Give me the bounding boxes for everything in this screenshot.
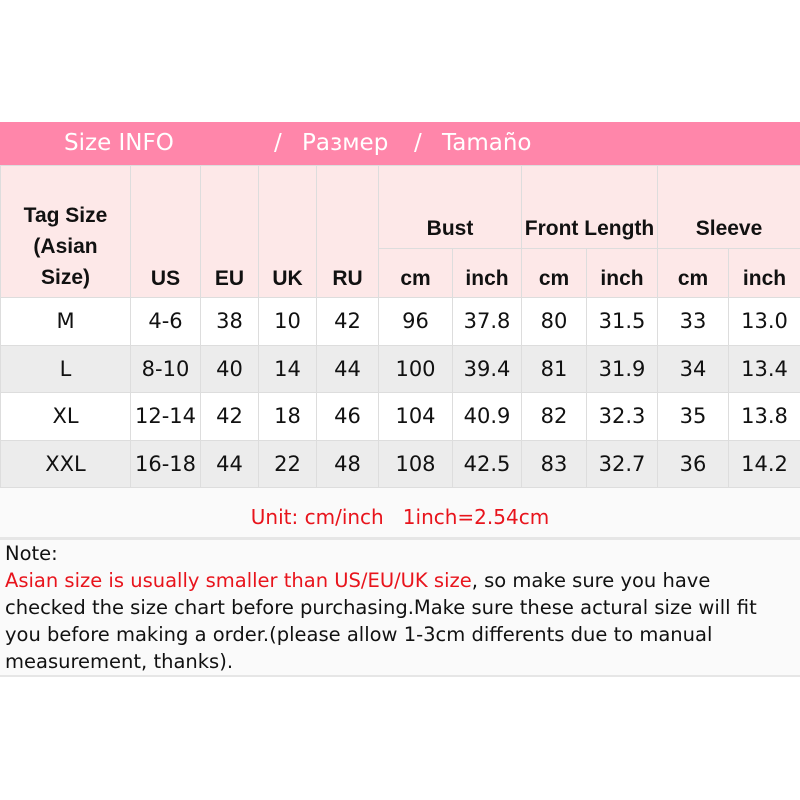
table-cell: 100 xyxy=(378,344,453,393)
table-cell: 31.9 xyxy=(586,344,659,393)
table-cell: 96 xyxy=(378,297,453,346)
table-row: XXL 16-18 44 22 48 108 42.5 83 32.7 36 14.2 xyxy=(0,439,800,488)
header-tag-size: Tag Size (Asian Size) xyxy=(0,165,131,298)
table-cell: 32.7 xyxy=(586,439,659,488)
header-inch: inch xyxy=(728,248,800,298)
header-eu: EU xyxy=(200,165,259,298)
table-cell: 81 xyxy=(521,344,588,393)
table-cell: 31.5 xyxy=(586,297,659,346)
table-cell: 14.2 xyxy=(728,439,800,488)
table-cell: 4-6 xyxy=(130,297,201,346)
header-ru: RU xyxy=(316,165,379,298)
banner-spanish: Tamaño xyxy=(442,130,532,156)
table-row: L 8-10 40 14 44 100 39.4 81 31.9 34 13.4 xyxy=(0,344,800,393)
table-cell: 42 xyxy=(316,297,379,346)
table-cell: 32.3 xyxy=(586,392,659,441)
table-cell: 12-14 xyxy=(130,392,201,441)
banner-title: Size INFO xyxy=(64,130,174,156)
table-row: M 4-6 38 10 42 96 37.8 80 31.5 33 13.0 xyxy=(0,297,800,346)
header-sleeve: Sleeve xyxy=(657,165,800,249)
header-inch: inch xyxy=(451,248,523,298)
table-cell: 39.4 xyxy=(451,344,523,393)
table-cell: 80 xyxy=(521,297,588,346)
header-cm: cm xyxy=(378,248,453,298)
table-cell: 13.0 xyxy=(728,297,800,346)
table-cell: 82 xyxy=(521,392,588,441)
note-highlight: Asian size is usually smaller than US/EU… xyxy=(5,569,472,592)
table-cell: 35 xyxy=(657,392,730,441)
table-cell: 48 xyxy=(316,439,379,488)
table-cell: 38 xyxy=(200,297,259,346)
table-cell: 13.4 xyxy=(728,344,800,393)
size-table: Tag Size (Asian Size) US EU UK RU Bust F… xyxy=(0,165,800,488)
table-cell: 16-18 xyxy=(130,439,201,488)
note-label: Note: xyxy=(5,542,58,565)
header-cm: cm xyxy=(521,248,588,298)
table-cell: XXL xyxy=(0,439,131,488)
table-cell: L xyxy=(0,344,131,393)
header-front-length: Front Length xyxy=(521,165,659,249)
table-cell: 10 xyxy=(258,297,317,346)
header-us: US xyxy=(130,165,201,298)
table-cell: XL xyxy=(0,392,131,441)
banner-sep: / xyxy=(274,130,282,156)
note-text: , so make sure you have checked the size… xyxy=(5,569,757,673)
table-cell: 44 xyxy=(316,344,379,393)
header-bust: Bust xyxy=(377,165,523,249)
note-section: Note: Asian size is usually smaller than… xyxy=(0,540,800,677)
table-cell: 13.8 xyxy=(728,392,800,441)
table-cell: 46 xyxy=(316,392,379,441)
table-cell: 36 xyxy=(657,439,730,488)
banner-sep: / xyxy=(414,130,422,156)
header-inch: inch xyxy=(586,248,659,298)
header-cm: cm xyxy=(657,248,730,298)
header-uk: UK xyxy=(258,165,317,298)
table-cell: 37.8 xyxy=(451,297,523,346)
table-cell: 108 xyxy=(378,439,453,488)
table-cell: 83 xyxy=(521,439,588,488)
table-row: XL 12-14 42 18 46 104 40.9 82 32.3 35 13.8 xyxy=(0,392,800,441)
size-info-banner: Size INFO / Размер / Tamaño xyxy=(0,122,800,165)
table-cell: 22 xyxy=(258,439,317,488)
table-cell: 104 xyxy=(378,392,453,441)
table-cell: 34 xyxy=(657,344,730,393)
table-cell: 44 xyxy=(200,439,259,488)
table-cell: 42.5 xyxy=(451,439,523,488)
table-cell: 18 xyxy=(258,392,317,441)
table-cell: 14 xyxy=(258,344,317,393)
table-cell: 40 xyxy=(200,344,259,393)
table-cell: 8-10 xyxy=(130,344,201,393)
table-cell: 33 xyxy=(657,297,730,346)
table-cell: 40.9 xyxy=(451,392,523,441)
unit-note: Unit: cm/inch 1inch=2.54cm xyxy=(0,488,800,540)
table-cell: M xyxy=(0,297,131,346)
table-cell: 42 xyxy=(200,392,259,441)
banner-russian: Размер xyxy=(302,130,389,156)
